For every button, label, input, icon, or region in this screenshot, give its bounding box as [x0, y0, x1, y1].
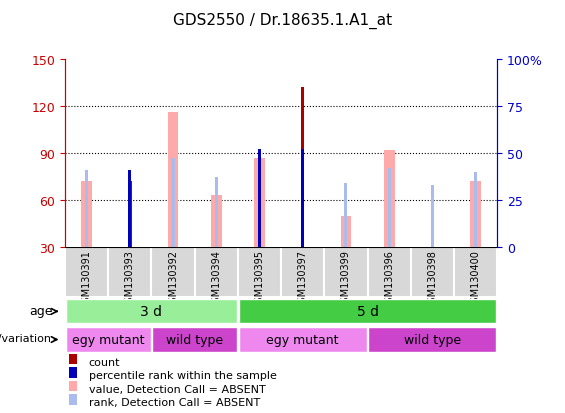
Text: percentile rank within the sample: percentile rank within the sample [89, 370, 277, 380]
Bar [254, 158, 265, 247]
Bar [153, 328, 237, 352]
Text: wild type: wild type [404, 333, 461, 346]
Bar [168, 113, 179, 247]
Bar [171, 159, 175, 247]
Text: GSM130397: GSM130397 [298, 250, 308, 309]
Bar [301, 88, 305, 247]
Text: GSM130393: GSM130393 [125, 250, 135, 309]
Bar [431, 185, 434, 247]
Bar [211, 196, 221, 247]
Text: age: age [29, 304, 53, 317]
Bar [128, 182, 132, 247]
Text: wild type: wild type [166, 333, 223, 346]
Bar [239, 299, 496, 324]
Bar [281, 247, 324, 297]
Bar [194, 247, 238, 297]
Bar [128, 170, 131, 247]
Text: egy mutant: egy mutant [267, 333, 339, 346]
Bar [215, 178, 218, 247]
Text: GSM130391: GSM130391 [81, 250, 92, 309]
Bar [239, 328, 367, 352]
Bar [66, 328, 150, 352]
Bar [368, 328, 496, 352]
Bar [344, 183, 347, 247]
Text: rank, Detection Call = ABSENT: rank, Detection Call = ABSENT [89, 397, 260, 407]
Text: 5 d: 5 d [357, 305, 379, 318]
Text: GSM130394: GSM130394 [211, 250, 221, 309]
Bar [301, 150, 304, 247]
Bar [81, 182, 92, 247]
Bar [367, 247, 411, 297]
Bar [238, 247, 281, 297]
Bar [411, 247, 454, 297]
Text: GSM130399: GSM130399 [341, 250, 351, 309]
Text: GSM130396: GSM130396 [384, 250, 394, 309]
Bar [470, 182, 481, 247]
Text: GDS2550 / Dr.18635.1.A1_at: GDS2550 / Dr.18635.1.A1_at [173, 12, 392, 28]
Bar [85, 170, 88, 247]
Text: genotype/variation: genotype/variation [0, 333, 51, 343]
Text: 3 d: 3 d [141, 305, 162, 318]
Bar [151, 247, 194, 297]
Bar [258, 174, 261, 247]
Bar [454, 247, 497, 297]
Bar [69, 354, 77, 365]
Text: GSM130398: GSM130398 [427, 250, 437, 309]
Text: value, Detection Call = ABSENT: value, Detection Call = ABSENT [89, 384, 266, 394]
Bar [69, 381, 77, 392]
Bar [258, 150, 261, 247]
Text: count: count [89, 357, 120, 367]
Bar [388, 169, 391, 247]
Bar [474, 172, 477, 247]
Bar [65, 247, 108, 297]
Bar [69, 368, 77, 378]
Text: GSM130395: GSM130395 [254, 250, 264, 309]
Bar [324, 247, 368, 297]
Text: GSM130400: GSM130400 [471, 250, 481, 309]
Text: GSM130392: GSM130392 [168, 250, 178, 309]
Bar [384, 150, 394, 247]
Bar [69, 394, 77, 405]
Bar [66, 299, 237, 324]
Bar [341, 216, 351, 247]
Bar [108, 247, 151, 297]
Text: egy mutant: egy mutant [72, 333, 145, 346]
